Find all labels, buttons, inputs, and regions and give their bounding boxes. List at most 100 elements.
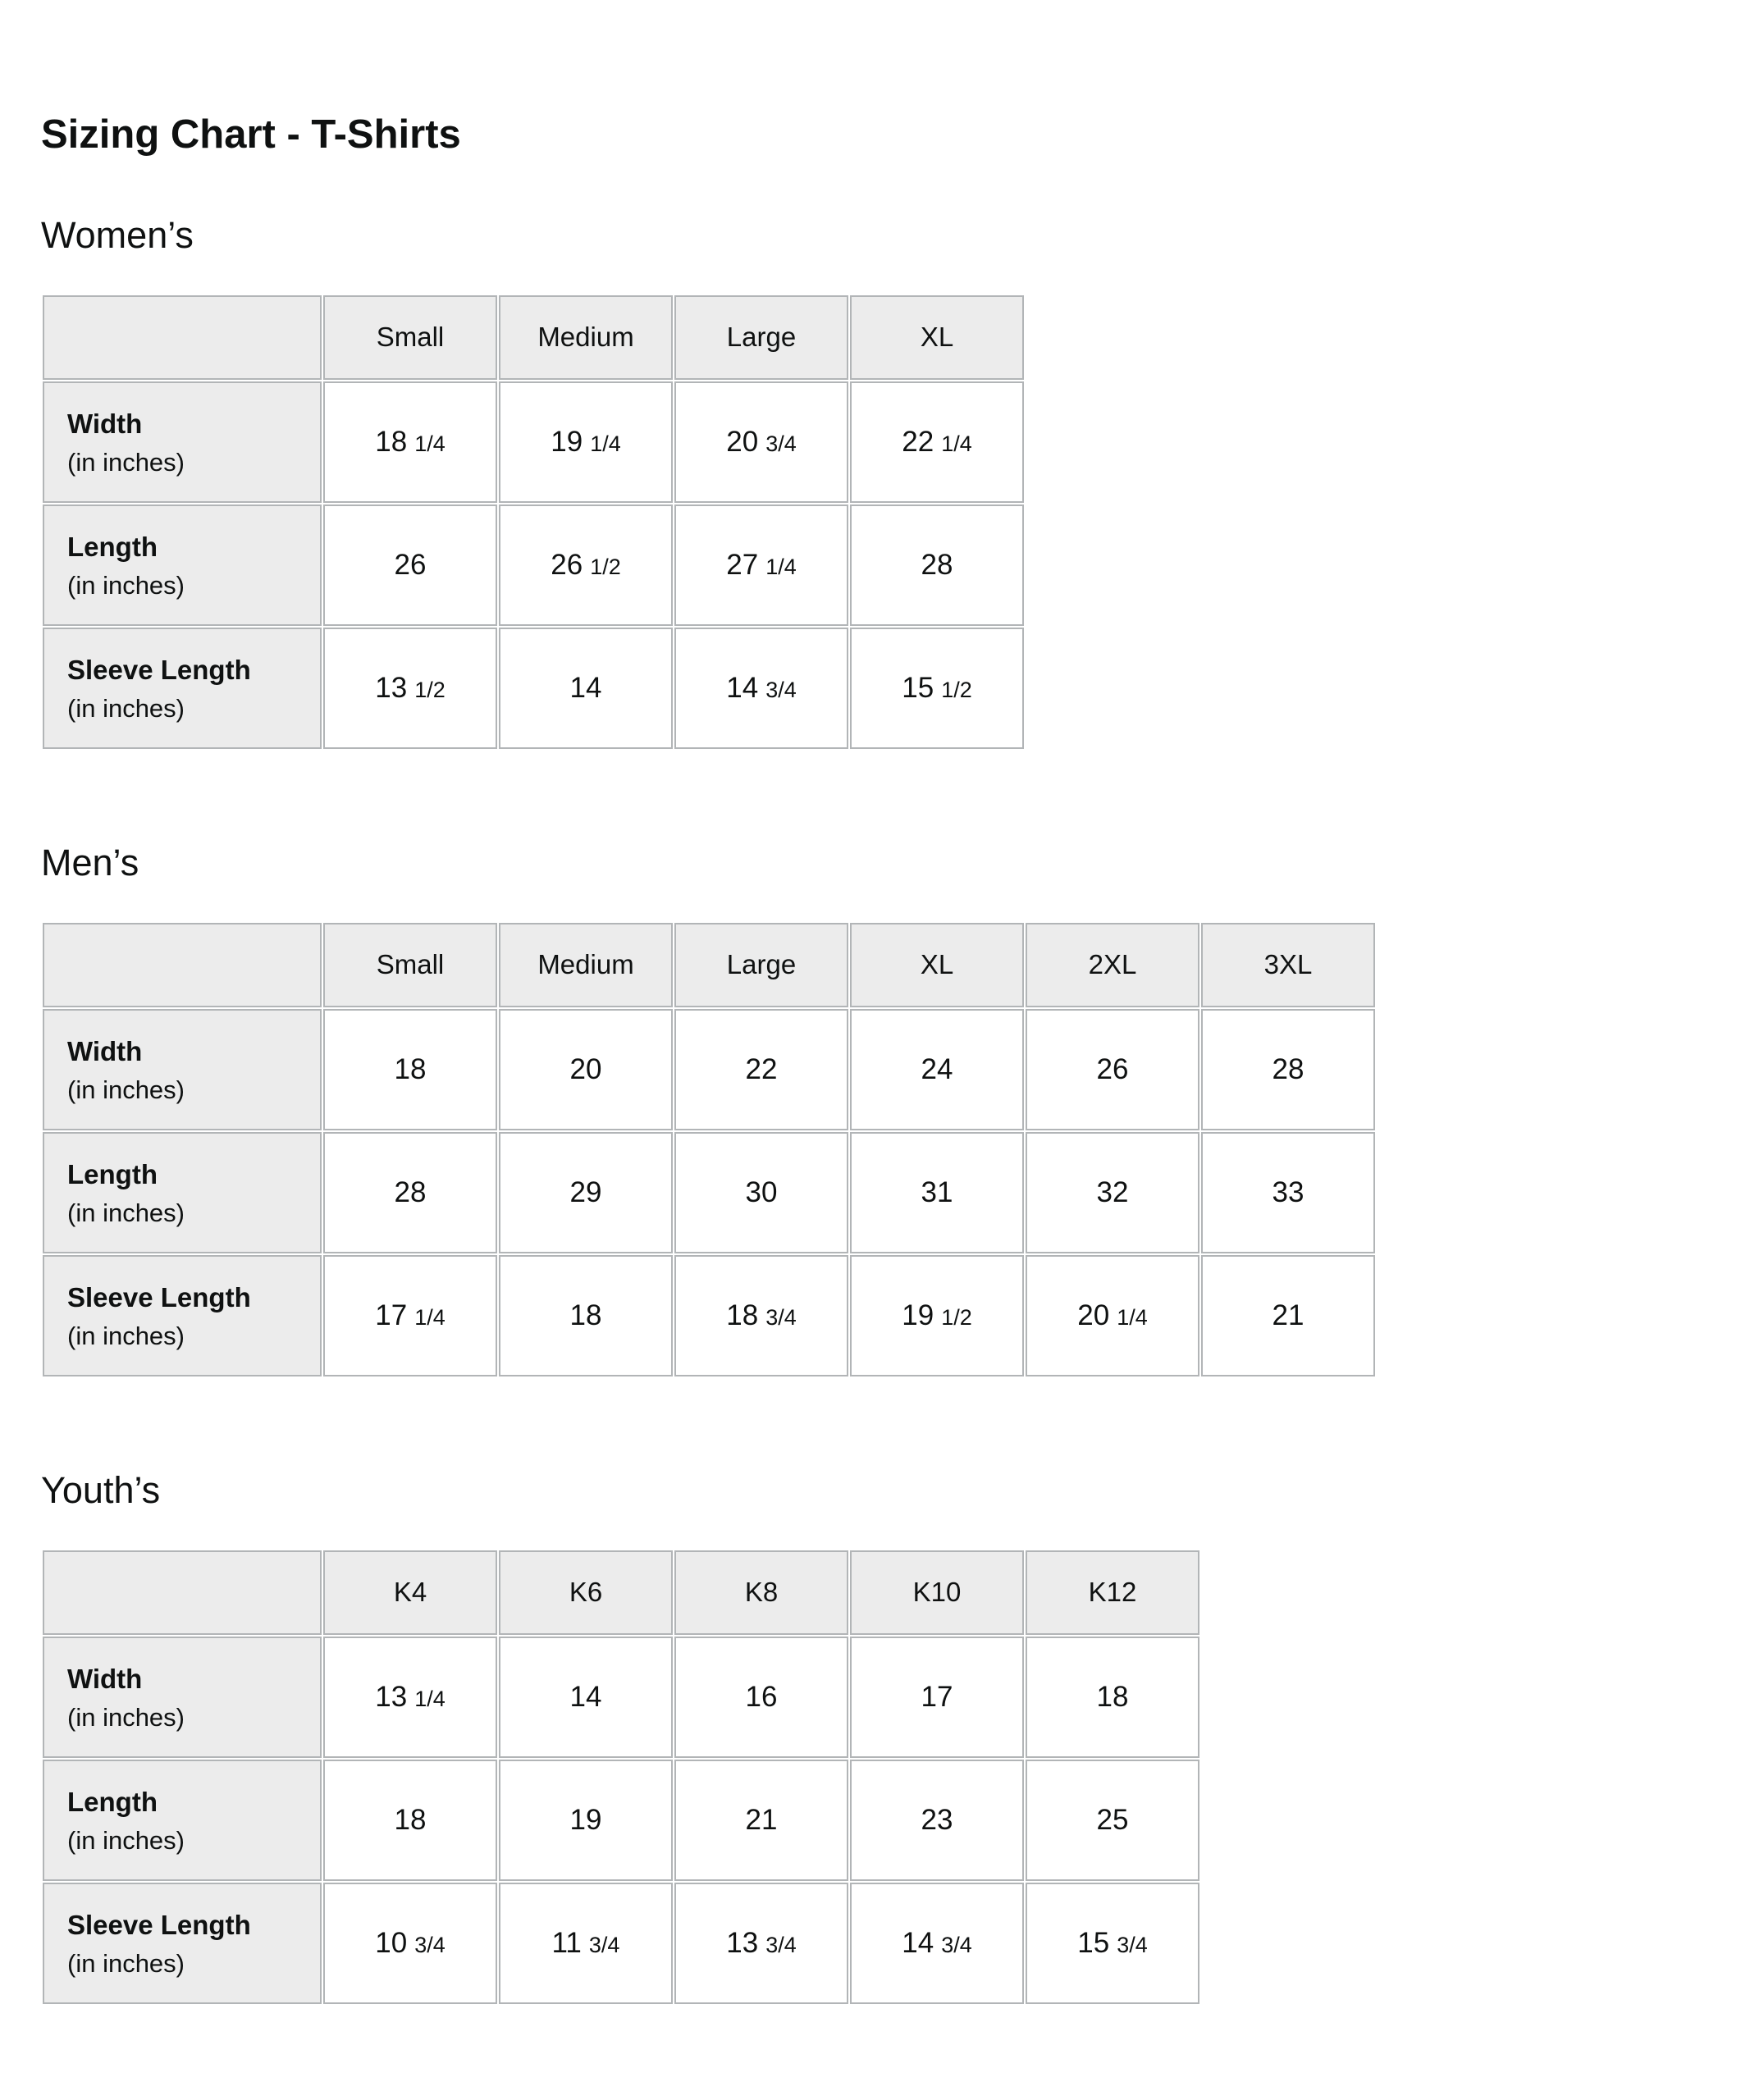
row-label: Length (67, 1158, 158, 1189)
value-whole: 14 (902, 1926, 934, 1959)
value-whole: 13 (726, 1926, 759, 1959)
row-label-cell: Length (in inches) (43, 1131, 322, 1253)
value-fraction: 3/4 (765, 677, 797, 702)
value-whole: 18 (394, 1803, 427, 1836)
row-label-cell: Length (in inches) (43, 1759, 322, 1881)
row-label: Length (67, 531, 158, 562)
size-value-cell: 17 1/4 (323, 1254, 497, 1376)
size-column-header: Medium (499, 922, 673, 1007)
measurement-row-width: Width (in inches) 18 1/4 19 1/4 20 3/4 22 1/… (43, 381, 1024, 503)
value-whole: 22 (902, 425, 934, 458)
measurement-row-width: Width (in inches) 18 20 22 24 26 28 (43, 1008, 1375, 1130)
value-fraction: 1/2 (414, 677, 445, 702)
size-column-header: K10 (850, 1550, 1024, 1635)
value-fraction: 1/2 (590, 554, 621, 579)
size-value-cell: 26 (323, 504, 497, 626)
size-value-cell: 18 1/4 (323, 381, 497, 503)
size-value-cell: 18 (499, 1254, 673, 1376)
size-column-header: XL (850, 294, 1024, 380)
value-whole: 20 (1077, 1299, 1110, 1331)
section-heading-womens: Women’s (41, 213, 194, 256)
measurement-row-length: Length (in inches) 18 19 21 23 25 (43, 1759, 1199, 1881)
size-value-cell: 25 (1026, 1759, 1199, 1881)
row-sublabel: (in inches) (67, 570, 185, 600)
row-label: Width (67, 408, 143, 439)
value-whole: 17 (921, 1680, 953, 1713)
value-whole: 26 (551, 548, 583, 581)
size-value-cell: 21 (1201, 1254, 1375, 1376)
size-column-header: Medium (499, 294, 673, 380)
size-value-cell: 13 1/2 (323, 627, 497, 749)
value-whole: 24 (921, 1052, 953, 1085)
size-value-cell: 20 1/4 (1026, 1254, 1199, 1376)
value-whole: 21 (745, 1803, 778, 1836)
value-whole: 18 (394, 1052, 427, 1085)
value-fraction: 3/4 (765, 431, 797, 456)
size-value-cell: 29 (499, 1131, 673, 1253)
size-value-cell: 21 (674, 1759, 848, 1881)
size-value-cell: 30 (674, 1131, 848, 1253)
size-value-cell: 11 3/4 (499, 1882, 673, 2004)
row-sublabel: (in inches) (67, 1825, 185, 1855)
size-value-cell: 20 (499, 1008, 673, 1130)
header-row: K4 K6 K8 K10 K12 (43, 1550, 1199, 1635)
size-value-cell: 16 (674, 1636, 848, 1758)
size-value-cell: 18 (323, 1008, 497, 1130)
size-value-cell: 28 (850, 504, 1024, 626)
measurement-row-sleeve-length: Sleeve Length (in inches) 17 1/4 18 18 3/4… (43, 1254, 1375, 1376)
size-value-cell: 14 (499, 1636, 673, 1758)
size-value-cell: 28 (323, 1131, 497, 1253)
value-whole: 20 (569, 1052, 602, 1085)
row-sublabel: (in inches) (67, 1198, 185, 1227)
size-value-cell: 26 1/2 (499, 504, 673, 626)
youths-size-table: K4 K6 K8 K10 K12 Width (in inches) 13 1/4… (41, 1549, 1201, 2006)
measurement-row-width: Width (in inches) 13 1/4 14 16 17 18 (43, 1636, 1199, 1758)
size-value-cell: 22 1/4 (850, 381, 1024, 503)
value-whole: 13 (375, 671, 408, 704)
row-label-cell: Sleeve Length (in inches) (43, 1882, 322, 2004)
value-whole: 19 (902, 1299, 934, 1331)
page-title: Sizing Chart - T-Shirts (41, 112, 461, 157)
section-heading-youths: Youth’s (41, 1468, 161, 1511)
header-row: Small Medium Large XL 2XL 3XL (43, 922, 1375, 1007)
value-whole: 19 (569, 1803, 602, 1836)
size-value-cell: 28 (1201, 1008, 1375, 1130)
row-label-cell: Width (in inches) (43, 1636, 322, 1758)
size-value-cell: 14 3/4 (674, 627, 848, 749)
value-whole: 13 (375, 1680, 408, 1713)
size-value-cell: 13 1/4 (323, 1636, 497, 1758)
section-heading-mens: Men’s (41, 841, 139, 883)
corner-cell (43, 922, 322, 1007)
row-label-cell: Width (in inches) (43, 1008, 322, 1130)
size-value-cell: 31 (850, 1131, 1024, 1253)
size-column-header: Large (674, 922, 848, 1007)
value-whole: 21 (1272, 1299, 1305, 1331)
size-column-header: XL (850, 922, 1024, 1007)
row-sublabel: (in inches) (67, 1075, 185, 1104)
value-fraction: 1/4 (765, 554, 797, 579)
size-value-cell: 18 3/4 (674, 1254, 848, 1376)
mens-size-table: Small Medium Large XL 2XL 3XL Width (in … (41, 921, 1377, 1378)
size-column-header: Small (323, 922, 497, 1007)
size-column-header: K6 (499, 1550, 673, 1635)
size-value-cell: 13 3/4 (674, 1882, 848, 2004)
size-value-cell: 18 (323, 1759, 497, 1881)
value-fraction: 3/4 (941, 1932, 972, 1957)
row-sublabel: (in inches) (67, 1321, 185, 1350)
row-label: Length (67, 1786, 158, 1817)
size-value-cell: 22 (674, 1008, 848, 1130)
value-fraction: 1/4 (590, 431, 621, 456)
value-whole: 22 (745, 1052, 778, 1085)
value-whole: 32 (1096, 1176, 1129, 1208)
value-whole: 10 (375, 1926, 408, 1959)
header-row: Small Medium Large XL (43, 294, 1024, 380)
value-whole: 17 (375, 1299, 408, 1331)
womens-size-table: Small Medium Large XL Width (in inches) … (41, 294, 1026, 751)
size-column-header: 3XL (1201, 922, 1375, 1007)
value-whole: 15 (902, 671, 934, 704)
value-fraction: 1/2 (941, 677, 972, 702)
size-value-cell: 15 1/2 (850, 627, 1024, 749)
value-fraction: 3/4 (414, 1932, 445, 1957)
value-whole: 26 (394, 548, 427, 581)
